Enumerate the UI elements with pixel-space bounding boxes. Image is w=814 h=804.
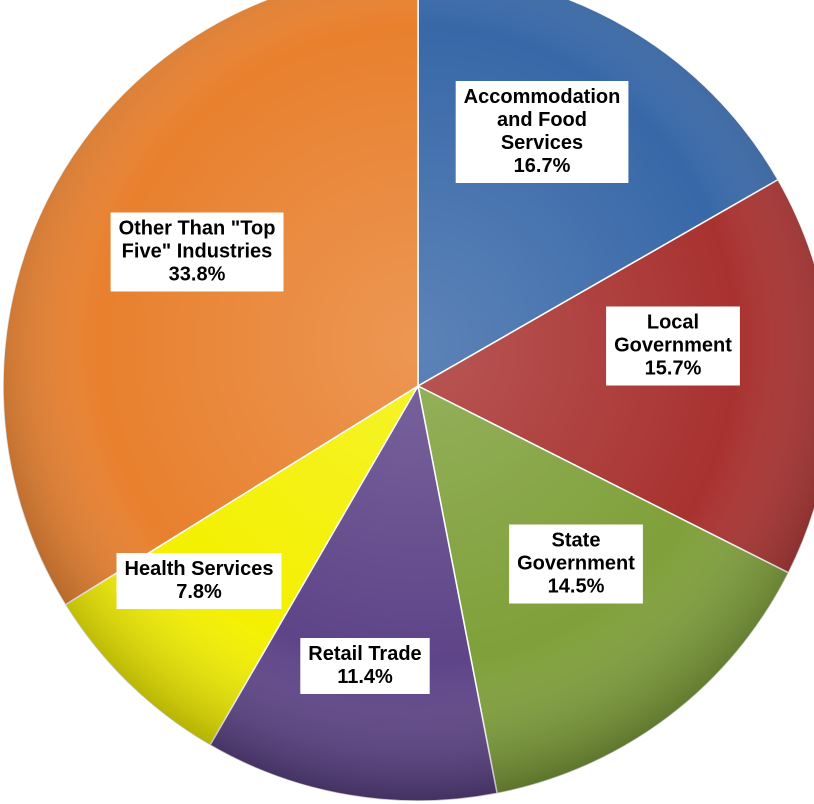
slice-label-box [455,81,629,183]
slice-value-label: 7.8% [176,581,222,603]
slice-category-label: Government [517,553,635,575]
slice-category-label: Health Services [125,558,274,580]
slice-category-label: and Food [497,109,587,131]
slice-category-label: Services [501,132,583,154]
slice-label-box [110,212,284,292]
slice-value-label: 15.7% [645,358,702,380]
slice-category-label: Local [647,312,699,334]
slice-category-label: State [552,530,601,552]
slice-category-label: Accommodation [464,86,621,108]
slice-label-box [300,638,430,694]
slice-value-label: 11.4% [337,666,393,688]
slice-label-box [116,553,282,609]
slice-value-label: 16.7% [514,155,571,177]
slice-label-box [606,306,740,386]
slice-category-label: Other Than "Top [119,218,276,240]
slice-category-label: Five" Industries [122,241,273,263]
slice-category-label: Retail Trade [308,643,421,665]
slice-value-label: 33.8% [169,264,226,286]
slice-value-label: 14.5% [548,576,605,598]
slice-label-box [509,524,643,604]
slice-category-label: Government [614,335,732,357]
